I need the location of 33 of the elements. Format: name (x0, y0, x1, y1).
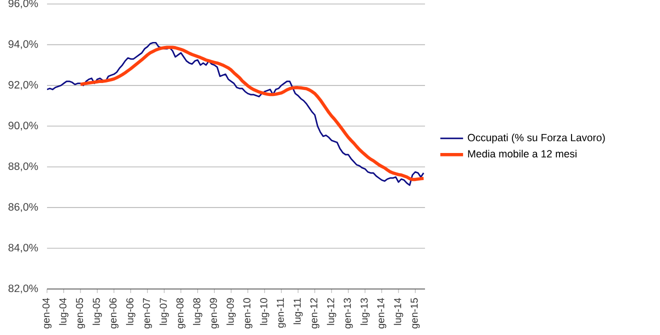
x-tick-label: lug-06 (126, 298, 136, 325)
y-tick-label: 88,0% (8, 162, 38, 172)
legend-label: Media mobile a 12 mesi (468, 150, 576, 158)
x-tick-label: gen-13 (344, 298, 353, 328)
legend-label: Occupati (% su Forza Lavoro) (468, 134, 605, 144)
x-tick-label: lug-13 (360, 298, 370, 325)
x-tick-label: gen-15 (410, 298, 420, 328)
x-tick-label: lug-04 (59, 298, 68, 325)
x-tick-label: lug-10 (260, 298, 270, 325)
x-tick-label: gen-05 (76, 298, 86, 328)
x-tick-label: gen-11 (276, 298, 286, 328)
y-tick-label: 92,0% (8, 81, 38, 90)
x-tick-label: lug-08 (193, 298, 202, 325)
x-tick-label: gen-06 (109, 298, 118, 328)
x-tick-label: gen-10 (243, 298, 252, 328)
x-tick-label: gen-04 (42, 298, 52, 328)
x-tick-label: gen-14 (377, 298, 386, 328)
x-tick-label: lug-07 (160, 298, 169, 325)
x-tick-label: lug-12 (326, 298, 336, 325)
x-tick-label: gen-12 (310, 298, 320, 328)
x-tick-label: gen-07 (142, 298, 152, 328)
y-tick-label: 96,0% (8, 0, 38, 8)
x-tick-label: lug-14 (394, 298, 404, 325)
x-tick-label: lug-05 (92, 298, 102, 325)
y-tick-label: 94,0% (8, 40, 38, 50)
y-tick-label: 90,0% (8, 122, 38, 131)
y-tick-label: 86,0% (8, 203, 38, 212)
y-tick-label: 82,0% (8, 284, 38, 294)
x-tick-label: lug-11 (293, 298, 303, 324)
x-tick-label: gen-09 (210, 298, 219, 328)
x-tick-label: gen-08 (176, 298, 186, 328)
x-tick-label: lug-09 (226, 298, 236, 325)
y-tick-label: 84,0% (8, 244, 38, 253)
